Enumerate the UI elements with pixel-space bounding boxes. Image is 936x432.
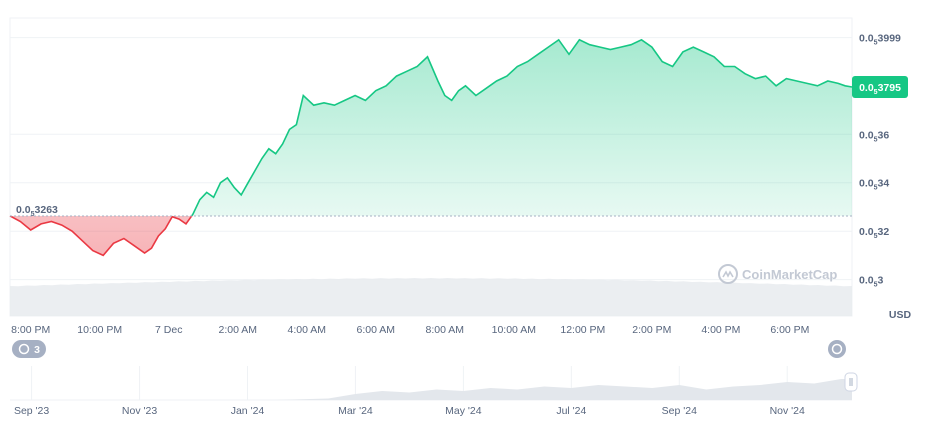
x-tick-label: 7 Dec xyxy=(155,324,182,336)
x-tick-label: 2:00 AM xyxy=(218,324,257,336)
x-tick-label: 6:00 AM xyxy=(357,324,396,336)
y-tick-label: 0.0534 xyxy=(859,178,889,192)
y-tick-label: 0.0532 xyxy=(859,226,889,240)
navigator-tick-label: Jan '24 xyxy=(231,405,265,417)
y-tick-label: 0.053 xyxy=(859,275,884,289)
price-line-up xyxy=(9,38,853,216)
history-icon xyxy=(18,343,30,355)
navigator-tick-label: Jul '24 xyxy=(556,405,586,417)
x-tick-label: 10:00 PM xyxy=(77,324,122,336)
navigator-tick-label: Nov '23 xyxy=(122,405,157,417)
coinmarketcap-logo-icon xyxy=(718,264,738,284)
y-tick-label: 0.0536 xyxy=(859,129,889,143)
x-tick-label: 8:00 PM xyxy=(11,324,50,336)
x-tick-label: 6:00 PM xyxy=(770,324,809,336)
price-line-down xyxy=(9,215,193,257)
history-count: 3 xyxy=(34,344,40,356)
navigator-area xyxy=(10,379,852,400)
coinmarketcap-logo-mark xyxy=(722,270,734,278)
navigator-tick-label: May '24 xyxy=(445,405,482,417)
y-tick-label: 0.053999 xyxy=(859,33,901,47)
navigator-tick-label: Sep '24 xyxy=(662,405,697,417)
current-price-badge xyxy=(852,76,908,99)
x-tick-label: 4:00 PM xyxy=(701,324,740,336)
x-tick-label: 10:00 AM xyxy=(492,324,536,336)
watermark-text: CoinMarketCap xyxy=(742,267,837,282)
open-reference-label: 0.053263 xyxy=(16,204,58,218)
live-button[interactable] xyxy=(828,340,846,358)
x-tick-label: 12:00 PM xyxy=(560,324,605,336)
area-fill-up xyxy=(10,39,852,216)
navigator-tick-label: Mar '24 xyxy=(338,405,373,417)
volume-area xyxy=(10,278,852,316)
navigator-tick-label: Nov '24 xyxy=(770,405,805,417)
x-tick-label: 4:00 AM xyxy=(288,324,327,336)
x-tick-label: 8:00 AM xyxy=(426,324,465,336)
navigator-tick-label: Sep '23 xyxy=(14,405,49,417)
area-fill-down xyxy=(10,215,192,256)
x-tick-label: 2:00 PM xyxy=(632,324,671,336)
clock-icon xyxy=(831,343,843,355)
current-price-label: 0.053795 xyxy=(859,82,901,96)
currency-label: USD xyxy=(889,309,912,321)
navigator-handle[interactable] xyxy=(844,372,858,392)
